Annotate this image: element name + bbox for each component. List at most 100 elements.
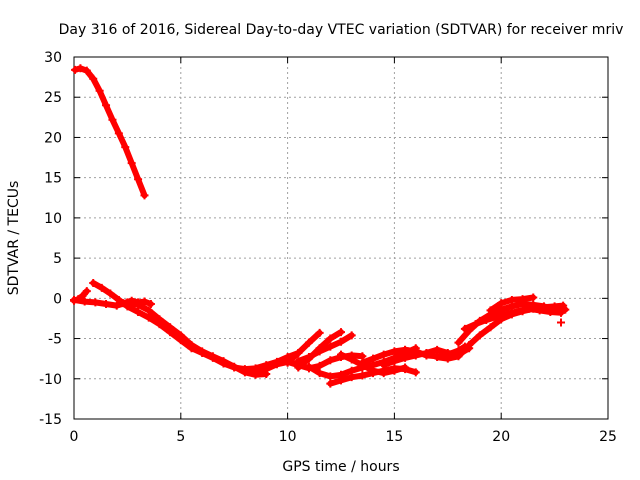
data-point — [134, 308, 143, 317]
series-band — [284, 329, 323, 366]
data-point — [146, 299, 155, 308]
data-point — [433, 353, 442, 362]
x-tick-label: 25 — [599, 429, 617, 445]
data-point — [443, 354, 452, 363]
data-point — [535, 306, 544, 315]
series-band — [90, 280, 302, 373]
data-point — [561, 305, 570, 314]
series-track-7 — [283, 328, 324, 367]
y-tick-label: 25 — [44, 90, 62, 106]
data-point — [294, 349, 303, 358]
data-point — [80, 297, 89, 306]
x-tick-label: 10 — [279, 429, 297, 445]
series-track-19 — [486, 293, 538, 315]
data-point — [114, 295, 123, 304]
series-track-4 — [89, 279, 303, 374]
data-point — [134, 175, 143, 184]
data-point — [401, 353, 410, 362]
data-point — [454, 338, 463, 347]
data-point — [326, 372, 335, 381]
data-point — [497, 299, 506, 308]
data-point — [304, 353, 313, 362]
data-points — [70, 64, 570, 388]
data-point — [304, 338, 313, 347]
data-point — [337, 376, 345, 385]
data-point — [112, 301, 121, 310]
data-point — [337, 337, 345, 346]
data-point — [524, 304, 533, 313]
data-point — [411, 368, 420, 377]
data-point — [379, 350, 388, 359]
data-point — [503, 309, 512, 318]
axis-ticks: 0 5 10 15 20 25 -15 -10 -5 0 5 10 15 20 25 30 — [39, 50, 617, 445]
y-tick-label: 5 — [53, 251, 62, 267]
y-axis-label: SDTVAR / TECUs — [6, 181, 22, 296]
data-point — [108, 115, 117, 124]
data-point — [422, 349, 431, 358]
data-point — [557, 308, 566, 317]
y-tick-label: 0 — [53, 291, 62, 307]
data-point — [82, 66, 91, 75]
series-track-20 — [557, 318, 566, 327]
data-point — [337, 350, 345, 359]
data-point — [465, 340, 474, 349]
x-tick-label: 15 — [385, 429, 403, 445]
data-point — [401, 345, 410, 354]
data-point — [70, 296, 78, 305]
data-point — [326, 379, 335, 388]
data-point — [89, 74, 98, 83]
y-tick-label: -10 — [39, 372, 62, 388]
data-point — [518, 295, 527, 304]
data-point — [326, 334, 335, 343]
data-point — [379, 361, 388, 370]
x-axis-label: GPS time / hours — [282, 459, 399, 475]
data-point — [74, 295, 83, 304]
data-point — [95, 86, 104, 95]
y-tick-label: -15 — [39, 412, 62, 428]
data-point — [315, 328, 324, 337]
y-tick-label: -5 — [48, 332, 62, 348]
data-point — [486, 323, 495, 332]
data-point — [475, 331, 484, 340]
data-point — [358, 358, 367, 367]
data-point — [454, 352, 463, 361]
data-point — [304, 362, 313, 371]
data-point — [176, 336, 185, 345]
data-point — [529, 293, 538, 302]
data-point — [119, 299, 128, 308]
data-point — [315, 361, 324, 370]
data-point — [127, 296, 136, 305]
data-point — [91, 298, 100, 307]
data-point — [102, 101, 111, 110]
data-point — [486, 306, 495, 315]
data-point — [102, 299, 111, 308]
data-point — [106, 289, 115, 298]
data-point — [121, 143, 130, 152]
data-point — [144, 313, 153, 322]
data-point — [219, 359, 228, 368]
chart-title: Day 316 of 2016, Sidereal Day-to-day VTE… — [59, 22, 624, 38]
data-point — [492, 312, 501, 321]
y-tick-label: 20 — [44, 130, 62, 146]
data-point — [390, 357, 399, 366]
plot-frame — [73, 56, 609, 420]
data-point — [514, 307, 523, 316]
y-tick-label: 30 — [44, 50, 62, 66]
data-point — [78, 291, 87, 300]
data-point — [315, 369, 324, 378]
data-point — [557, 318, 566, 327]
data-point — [76, 64, 85, 73]
data-point — [89, 279, 98, 288]
data-point — [379, 369, 388, 378]
data-point — [315, 347, 324, 356]
data-point — [272, 360, 281, 369]
x-tick-label: 5 — [176, 429, 185, 445]
data-point — [347, 355, 356, 364]
y-tick-label: 15 — [44, 171, 62, 187]
series-track-18 — [460, 304, 566, 333]
data-point — [198, 349, 207, 358]
data-point — [326, 356, 335, 365]
data-point — [262, 365, 271, 374]
data-point — [140, 297, 149, 306]
x-tick-label: 20 — [492, 429, 510, 445]
